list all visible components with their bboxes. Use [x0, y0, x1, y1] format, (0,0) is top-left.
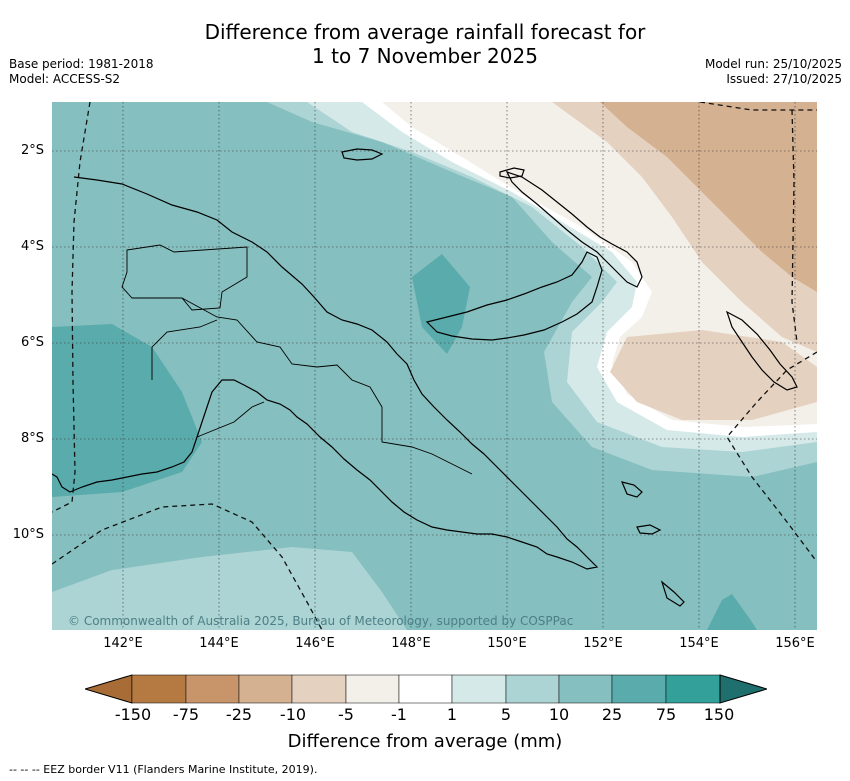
- lon-label-156e: 156°E: [775, 636, 815, 651]
- zone-25-75-west: [52, 324, 202, 497]
- zone-minus-5-10-south: [610, 330, 817, 420]
- grid-lines: [52, 102, 817, 630]
- lat-label-2s: 2°S: [20, 143, 44, 158]
- colorbar-legend: [85, 674, 767, 704]
- colorbar-label: Difference from average (mm): [287, 731, 563, 752]
- colorbar-tick-9: 25: [601, 705, 623, 724]
- lat-label-6s: 6°S: [20, 335, 44, 350]
- zone-25-75-center: [412, 254, 470, 354]
- colorbar-seg-5: [398, 674, 453, 704]
- colorbar-tick-0: -150: [114, 705, 152, 724]
- title-line-1: Difference from average rainfall forecas…: [204, 20, 646, 44]
- copyright-notice: © Commonwealth of Australia 2025, Bureau…: [68, 614, 574, 628]
- new-hanover: [499, 167, 525, 179]
- new-ireland: [505, 170, 643, 288]
- woodlark-island: [636, 524, 662, 535]
- colorbar-tick-8: 10: [548, 705, 570, 724]
- meta-left: Base period: 1981-2018 Model: ACCESS-S2: [9, 57, 154, 87]
- colorbar-tick-2: -25: [225, 705, 253, 724]
- colorbar-tick-3: -10: [279, 705, 307, 724]
- png-mainland: [52, 176, 599, 570]
- colorbar-tick-7: 5: [500, 705, 512, 724]
- bougainville: [725, 310, 798, 391]
- zone-25-75-southeast: [707, 594, 757, 630]
- colorbar-seg-1: [185, 674, 240, 704]
- lon-label-144e: 144°E: [199, 636, 239, 651]
- base-period: Base period: 1981-2018: [9, 57, 154, 71]
- lon-label-148e: 148°E: [391, 636, 431, 651]
- colorbar-seg-2: [238, 674, 293, 704]
- lon-label-154e: 154°E: [679, 636, 719, 651]
- province-borders: [121, 244, 473, 475]
- model-name: Model: ACCESS-S2: [9, 72, 121, 86]
- rossel-island: [660, 580, 685, 607]
- colorbar-seg-10: [665, 674, 721, 704]
- eez-borders: [52, 102, 817, 630]
- colorbar-seg-8: [558, 674, 613, 704]
- lat-label-4s: 4°S: [20, 239, 44, 254]
- model-run: Model run: 25/10/2025: [704, 57, 842, 71]
- colorbar-tick-5: -1: [391, 705, 407, 724]
- manus: [341, 148, 384, 161]
- lon-label-142e: 142°E: [103, 636, 143, 651]
- colorbar-tick-4: -5: [338, 705, 354, 724]
- colorbar-seg-7: [505, 674, 560, 704]
- colorbar-seg-9: [611, 674, 667, 704]
- colorbar-seg-3: [291, 674, 347, 704]
- zone-minus-10-25: [600, 102, 817, 292]
- map-title: Difference from average rainfall forecas…: [0, 20, 850, 68]
- colorbar-seg-6: [451, 674, 507, 704]
- lon-label-146e: 146°E: [295, 636, 335, 651]
- colorbar-tick-11: 150: [703, 705, 735, 724]
- rainfall-map: [52, 102, 817, 630]
- colorbar-arrow-low: [85, 674, 133, 704]
- meta-right: Model run: 25/10/2025 Issued: 27/10/2025: [705, 57, 842, 87]
- title-line-2: 1 to 7 November 2025: [312, 44, 538, 68]
- lon-label-152e: 152°E: [583, 636, 623, 651]
- new-britain: [425, 251, 603, 341]
- coastlines: [52, 148, 798, 607]
- colorbar-tick-1: -75: [172, 705, 200, 724]
- lon-label-150e: 150°E: [487, 636, 527, 651]
- eez-footnote: -- -- -- EEZ border V11 (Flanders Marine…: [9, 763, 318, 776]
- lat-label-8s: 8°S: [20, 431, 44, 446]
- colorbar-arrow-high: [719, 674, 767, 704]
- colorbar-tick-6: 1: [446, 705, 458, 724]
- colorbar-seg-4: [345, 674, 400, 704]
- zone-5-10-south: [52, 547, 407, 630]
- colorbar-seg-0: [131, 674, 187, 704]
- lat-label-10s: 10°S: [12, 527, 44, 542]
- fergusson-island: [620, 481, 643, 498]
- colorbar-tick-10: 75: [655, 705, 677, 724]
- issued-date: Issued: 27/10/2025: [726, 72, 842, 86]
